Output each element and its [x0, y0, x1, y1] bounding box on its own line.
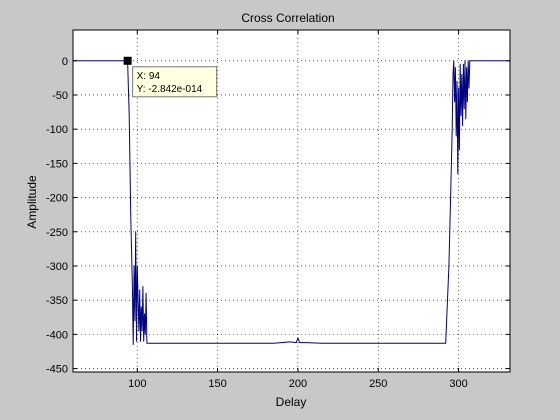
- x-axis-label: Delay: [276, 395, 307, 409]
- y-tick-label: -250: [46, 227, 68, 239]
- datatip-x-text: X: 94: [137, 71, 161, 82]
- datatip-marker[interactable]: [123, 56, 132, 65]
- y-tick-label: 0: [62, 56, 68, 68]
- data-layer: [73, 56, 510, 346]
- datatip-y-text: Y: -2.842e-014: [137, 84, 203, 95]
- tick-marks: [73, 30, 510, 372]
- x-tick-label: 150: [208, 378, 226, 390]
- datatip[interactable]: X: 94 Y: -2.842e-014: [132, 66, 218, 98]
- chart-title: Cross Correlation: [241, 11, 334, 25]
- y-tick-label: -400: [46, 329, 68, 341]
- y-tick-label: -100: [46, 124, 68, 136]
- tick-labels: 100 150 200 250 300 0 -50 -100 -150 -200 -250 -300 -…: [46, 56, 468, 390]
- y-tick-label: -300: [46, 261, 68, 273]
- x-tick-label: 100: [128, 378, 146, 390]
- y-tick-label: -150: [46, 158, 68, 170]
- series-line: [73, 60, 510, 346]
- x-tick-label: 200: [289, 378, 307, 390]
- x-tick-label: 250: [369, 378, 387, 390]
- axes-box: [72, 29, 511, 373]
- y-tick-label: -350: [46, 295, 68, 307]
- y-tick-label: -50: [52, 90, 68, 102]
- y-tick-label: -450: [46, 364, 68, 376]
- y-axis-label: Amplitude: [25, 175, 39, 229]
- x-tick-label: 300: [449, 378, 467, 390]
- datatip-box: [132, 66, 218, 98]
- y-tick-label: -200: [46, 193, 68, 205]
